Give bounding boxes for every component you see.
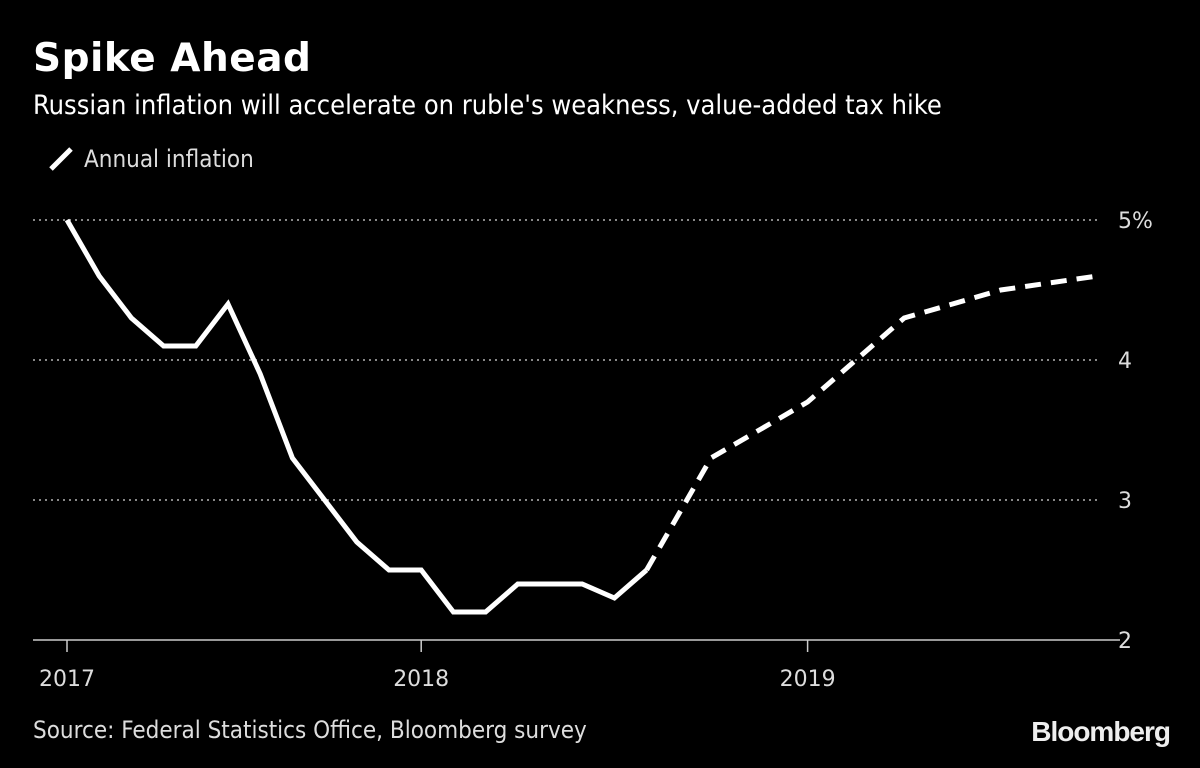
- x-tick-label: 2019: [780, 667, 836, 692]
- chart-title: Spike Ahead: [33, 36, 312, 81]
- y-tick-label: 3: [1118, 489, 1132, 514]
- y-tick-label: 2: [1118, 629, 1132, 654]
- series-line-dashed: [644, 273, 1098, 572]
- x-tick-label: 2017: [39, 667, 95, 692]
- source-note: Source: Federal Statistics Office, Bloom…: [33, 716, 587, 744]
- legend-label: Annual inflation: [84, 145, 254, 173]
- y-tick-label: 4: [1118, 349, 1132, 374]
- y-tick-label: 5%: [1118, 209, 1153, 234]
- legend-line-icon: [49, 147, 73, 171]
- legend: Annual inflation: [48, 145, 254, 173]
- bloomberg-logo: Bloomberg: [1031, 716, 1171, 747]
- x-tick-label: 2018: [393, 667, 449, 692]
- series-line-solid: [64, 218, 649, 615]
- chart-subtitle: Russian inflation will accelerate on rub…: [33, 90, 942, 121]
